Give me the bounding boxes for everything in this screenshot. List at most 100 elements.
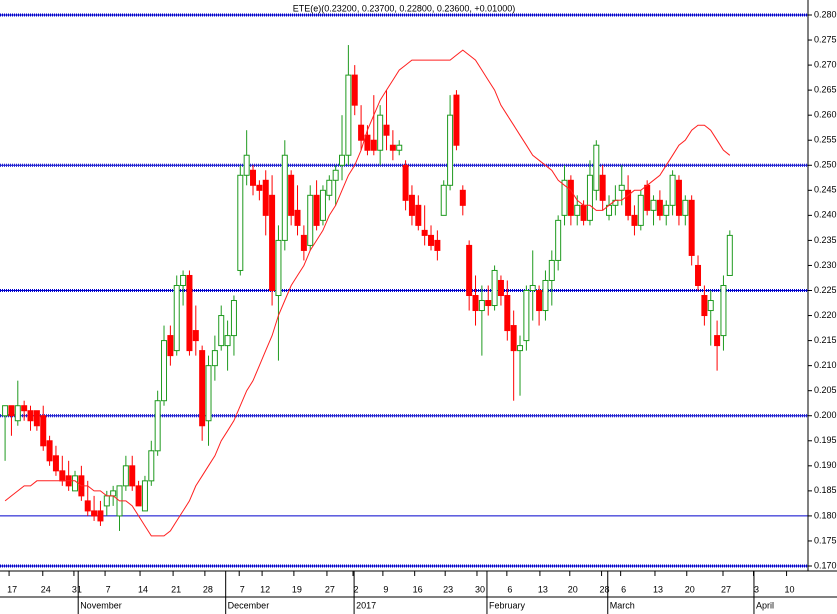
- y-tick-label: 0.195: [814, 435, 837, 445]
- y-tick-label: 0.200: [814, 410, 837, 420]
- candle-body: [720, 284, 727, 337]
- candle-body: [510, 325, 517, 352]
- candle-body: [370, 139, 377, 151]
- candle-body: [313, 194, 320, 226]
- x-tick-label: 13: [653, 584, 663, 594]
- x-tick-label: 27: [721, 584, 731, 594]
- candle-body: [428, 234, 435, 246]
- candle-body: [478, 300, 485, 312]
- y-tick-label: 0.230: [814, 260, 837, 270]
- candle-body: [504, 295, 511, 332]
- x-tick-label: 17: [7, 584, 17, 594]
- candle-body: [307, 194, 314, 246]
- candle-body: [377, 114, 384, 151]
- candle-body: [701, 295, 708, 317]
- candle-body: [491, 269, 498, 307]
- candle-body: [237, 174, 244, 271]
- candle-body: [358, 124, 365, 141]
- y-tick-label: 0.215: [814, 335, 837, 345]
- y-tick-label: 0.260: [814, 110, 837, 120]
- x-tick-label: 21: [171, 584, 181, 594]
- candle-body: [599, 174, 606, 201]
- candle-body: [656, 199, 663, 216]
- candle-body: [548, 259, 555, 281]
- candle-body: [122, 465, 129, 487]
- candle-body: [173, 284, 180, 352]
- candle-body: [199, 350, 206, 427]
- candle-body: [103, 495, 110, 507]
- candle-body: [650, 199, 657, 211]
- candle-body: [695, 264, 702, 286]
- candle-body: [421, 229, 428, 236]
- candle-body: [580, 204, 587, 221]
- month-label: 2017: [356, 600, 376, 610]
- x-tick-label: 2: [353, 584, 358, 594]
- x-tick-label: 3: [754, 584, 759, 594]
- candle-body: [192, 330, 199, 342]
- candle-body: [294, 209, 301, 226]
- candle-body: [269, 194, 276, 291]
- candle-body: [351, 74, 358, 106]
- candle-body: [707, 300, 714, 312]
- candle-body: [408, 194, 415, 216]
- candle-body: [154, 400, 161, 452]
- x-tick-label: 27: [325, 584, 335, 594]
- candle-body: [561, 179, 568, 216]
- candle-body: [8, 405, 15, 417]
- month-label: December: [228, 600, 270, 610]
- x-tick-label: 28: [600, 584, 610, 594]
- y-tick-label: 0.255: [814, 135, 837, 145]
- chart-title: ETE(e)(0.23200, 0.23700, 0.22800, 0.2360…: [293, 3, 515, 13]
- y-tick-label: 0.270: [814, 59, 837, 69]
- candle-body: [542, 279, 549, 312]
- candle-body: [14, 405, 21, 422]
- candle-body: [275, 239, 282, 297]
- y-tick-label: 0.240: [814, 210, 837, 220]
- candle-body: [205, 365, 212, 422]
- candle-body: [129, 465, 136, 487]
- candle-body: [472, 295, 479, 312]
- y-tick-label: 0.280: [814, 9, 837, 19]
- x-tick-label: 6: [621, 584, 626, 594]
- candle-body: [586, 174, 593, 221]
- y-tick-label: 0.250: [814, 160, 837, 170]
- candle-body: [466, 244, 473, 297]
- y-tick-label: 0.205: [814, 385, 837, 395]
- candle-body: [631, 214, 638, 226]
- candle-body: [485, 300, 492, 307]
- candle-body: [453, 94, 460, 146]
- x-tick-label: 23: [443, 584, 453, 594]
- x-tick-label: 16: [413, 584, 423, 594]
- x-tick-label: 24: [41, 584, 51, 594]
- candle-body: [364, 134, 371, 151]
- candle-body: [72, 475, 79, 492]
- x-tick-label: 6: [507, 584, 512, 594]
- x-tick-label: 30: [475, 584, 485, 594]
- candle-body: [91, 510, 98, 517]
- month-label: March: [610, 600, 635, 610]
- candle-body: [434, 239, 441, 251]
- candle-body: [180, 274, 187, 286]
- candle-body: [186, 274, 193, 352]
- candle-body: [396, 144, 403, 151]
- candle-body: [230, 300, 237, 337]
- candle-body: [167, 335, 174, 357]
- x-tick-label: 14: [138, 584, 148, 594]
- candle-body: [243, 154, 250, 176]
- candle-body: [300, 234, 307, 251]
- candle-body: [135, 485, 142, 507]
- y-tick-label: 0.210: [814, 360, 837, 370]
- candle-body: [46, 440, 53, 462]
- candle-body: [625, 189, 632, 216]
- x-tick-label: 28: [203, 584, 213, 594]
- candle-body: [262, 179, 269, 216]
- candle-body: [726, 234, 733, 276]
- y-tick-label: 0.190: [814, 460, 837, 470]
- candle-body: [110, 490, 117, 497]
- y-tick-label: 0.220: [814, 310, 837, 320]
- month-label: April: [756, 600, 774, 610]
- moving-average: [4, 49, 731, 537]
- candle-body: [211, 350, 218, 367]
